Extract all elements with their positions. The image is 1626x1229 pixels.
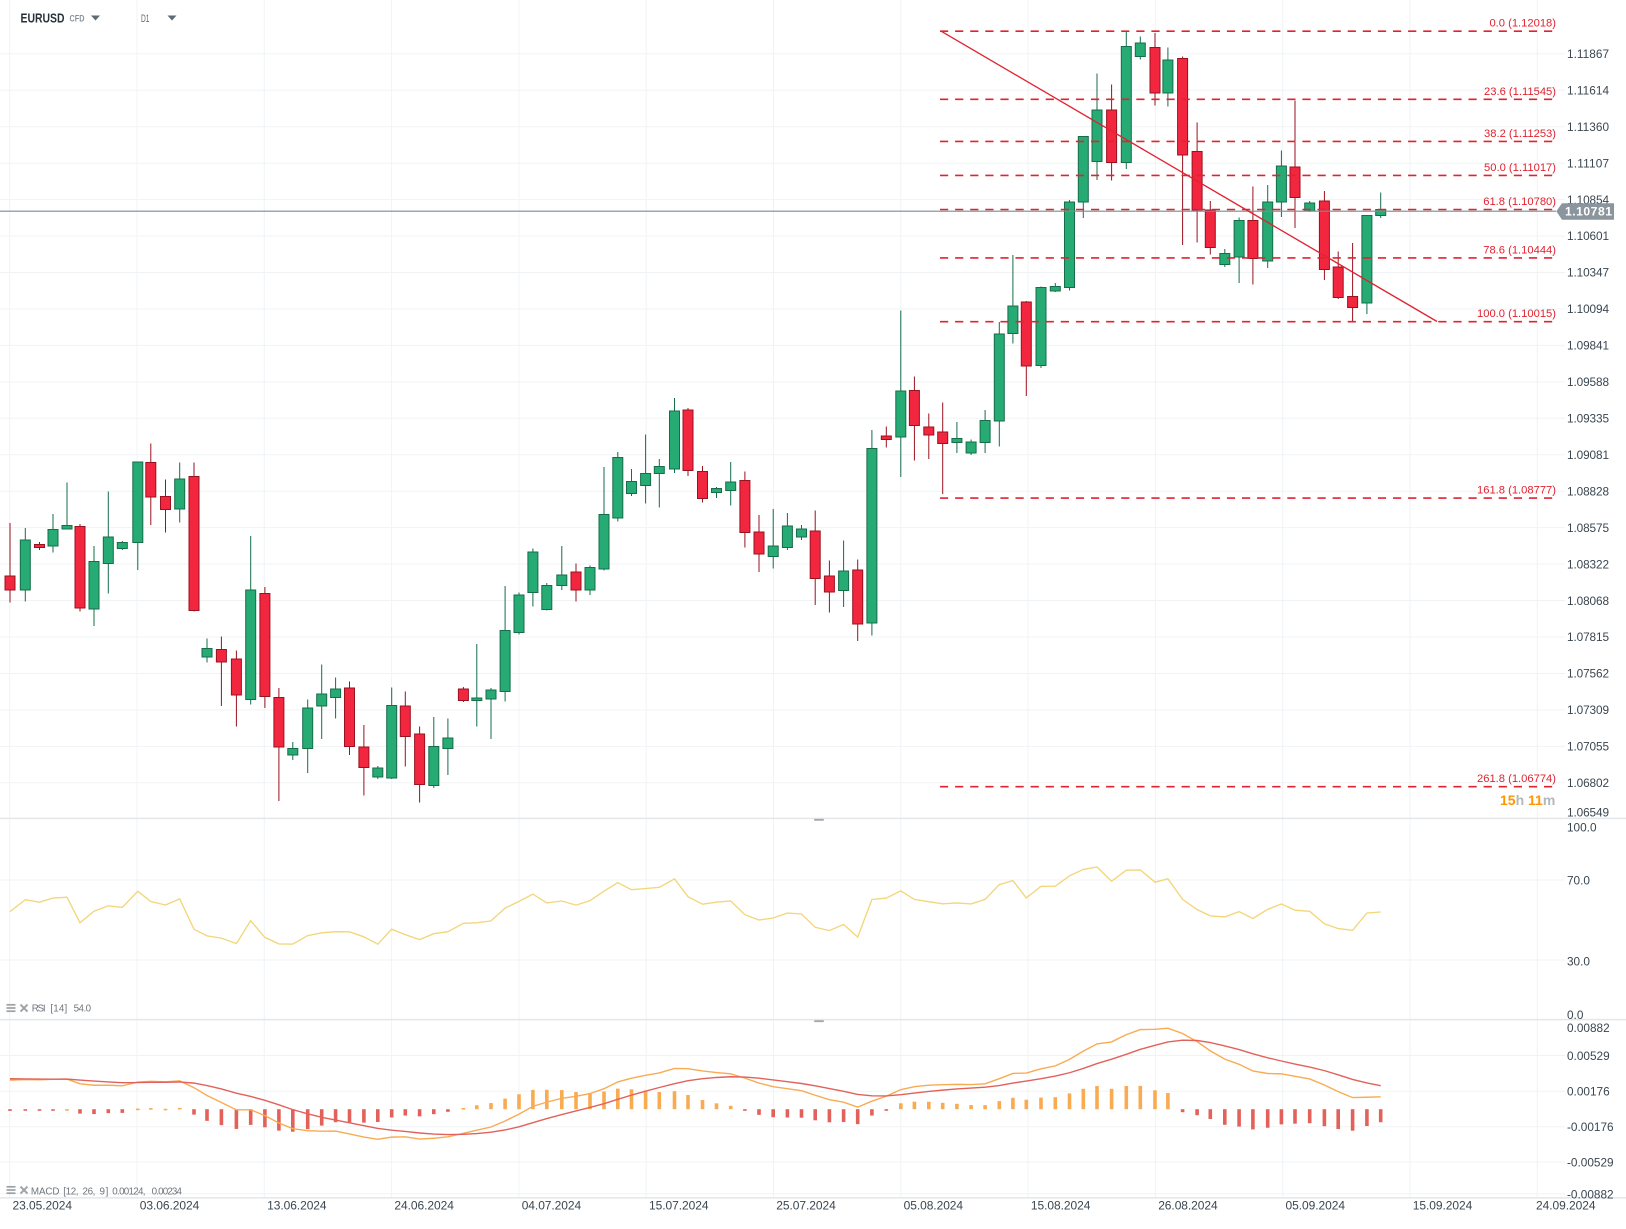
svg-text:1.07562: 1.07562 bbox=[1567, 667, 1609, 681]
svg-text:1.10601: 1.10601 bbox=[1567, 229, 1609, 243]
svg-text:1.08575: 1.08575 bbox=[1567, 521, 1609, 535]
svg-text:9]: 9] bbox=[100, 1187, 109, 1198]
svg-text:1.09588: 1.09588 bbox=[1567, 375, 1609, 389]
svg-text:50.0 (1.11017): 50.0 (1.11017) bbox=[1484, 162, 1556, 174]
svg-text:54.0: 54.0 bbox=[74, 1004, 92, 1015]
svg-text:24.09.2024: 24.09.2024 bbox=[1536, 1199, 1596, 1213]
svg-text:-0.00176: -0.00176 bbox=[1567, 1120, 1614, 1134]
svg-text:15.08.2024: 15.08.2024 bbox=[1031, 1199, 1091, 1213]
svg-text:26.08.2024: 26.08.2024 bbox=[1158, 1199, 1218, 1213]
svg-text:1.07055: 1.07055 bbox=[1567, 740, 1609, 754]
svg-text:261.8 (1.06774): 261.8 (1.06774) bbox=[1477, 773, 1556, 785]
svg-text:-0.00529: -0.00529 bbox=[1567, 1156, 1614, 1170]
svg-text:CFD: CFD bbox=[70, 14, 85, 24]
svg-text:38.2 (1.11253): 38.2 (1.11253) bbox=[1484, 128, 1556, 140]
svg-text:1.11867: 1.11867 bbox=[1567, 47, 1609, 61]
svg-text:0.00529: 0.00529 bbox=[1567, 1049, 1610, 1063]
svg-text:0.0: 0.0 bbox=[1567, 1008, 1584, 1022]
svg-text:24.06.2024: 24.06.2024 bbox=[394, 1199, 454, 1213]
svg-text:13.06.2024: 13.06.2024 bbox=[267, 1199, 327, 1213]
svg-text:1.11107: 1.11107 bbox=[1567, 156, 1609, 170]
svg-text:1.07309: 1.07309 bbox=[1567, 703, 1609, 717]
svg-text:15.07.2024: 15.07.2024 bbox=[649, 1199, 709, 1213]
svg-text:04.07.2024: 04.07.2024 bbox=[522, 1199, 582, 1213]
svg-text:23.6 (1.11545): 23.6 (1.11545) bbox=[1484, 86, 1556, 98]
svg-text:15h 11m: 15h 11m bbox=[1500, 792, 1555, 808]
svg-text:03.06.2024: 03.06.2024 bbox=[140, 1199, 200, 1213]
svg-text:05.08.2024: 05.08.2024 bbox=[904, 1199, 964, 1213]
svg-text:23.05.2024: 23.05.2024 bbox=[13, 1199, 73, 1213]
svg-text:30.0: 30.0 bbox=[1567, 955, 1590, 969]
svg-text:26,: 26, bbox=[83, 1187, 96, 1198]
svg-text:[12,: [12, bbox=[63, 1187, 78, 1198]
svg-text:MACD: MACD bbox=[31, 1187, 60, 1198]
svg-text:161.8 (1.08777): 161.8 (1.08777) bbox=[1477, 485, 1556, 497]
svg-text:05.09.2024: 05.09.2024 bbox=[1286, 1199, 1346, 1213]
svg-text:1.09081: 1.09081 bbox=[1567, 448, 1609, 462]
svg-text:1.08068: 1.08068 bbox=[1567, 594, 1609, 608]
svg-text:78.6 (1.10444): 78.6 (1.10444) bbox=[1483, 244, 1556, 256]
svg-text:1.09841: 1.09841 bbox=[1567, 339, 1609, 353]
svg-text:100.0 (1.10015): 100.0 (1.10015) bbox=[1477, 308, 1556, 320]
svg-text:0.00124,: 0.00124, bbox=[112, 1187, 145, 1198]
svg-text:[14]: [14] bbox=[50, 1004, 67, 1015]
svg-text:1.11614: 1.11614 bbox=[1567, 84, 1609, 98]
svg-text:70.0: 70.0 bbox=[1567, 873, 1590, 887]
svg-text:1.10781: 1.10781 bbox=[1565, 205, 1612, 219]
svg-text:100.0: 100.0 bbox=[1567, 821, 1597, 835]
svg-text:D1: D1 bbox=[141, 13, 150, 25]
svg-text:RSI: RSI bbox=[32, 1004, 46, 1015]
svg-text:1.10094: 1.10094 bbox=[1567, 302, 1609, 316]
svg-text:0.0 (1.12018): 0.0 (1.12018) bbox=[1489, 18, 1556, 30]
svg-text:-0.00882: -0.00882 bbox=[1567, 1188, 1614, 1202]
svg-text:EURUSD: EURUSD bbox=[21, 10, 65, 25]
svg-text:1.10347: 1.10347 bbox=[1567, 266, 1609, 280]
svg-text:1.06802: 1.06802 bbox=[1567, 776, 1609, 790]
svg-text:15.09.2024: 15.09.2024 bbox=[1413, 1199, 1473, 1213]
svg-text:1.06549: 1.06549 bbox=[1567, 806, 1609, 820]
svg-text:1.08828: 1.08828 bbox=[1567, 484, 1609, 498]
svg-text:1.07815: 1.07815 bbox=[1567, 630, 1609, 644]
svg-text:25.07.2024: 25.07.2024 bbox=[776, 1199, 836, 1213]
svg-text:0.00176: 0.00176 bbox=[1567, 1085, 1610, 1099]
svg-text:0.00234: 0.00234 bbox=[152, 1187, 183, 1198]
svg-text:1.11360: 1.11360 bbox=[1567, 120, 1609, 134]
svg-text:1.08322: 1.08322 bbox=[1567, 557, 1609, 571]
svg-text:0.00882: 0.00882 bbox=[1567, 1021, 1610, 1035]
svg-text:61.8 (1.10780): 61.8 (1.10780) bbox=[1483, 196, 1556, 208]
svg-text:1.09335: 1.09335 bbox=[1567, 412, 1609, 426]
